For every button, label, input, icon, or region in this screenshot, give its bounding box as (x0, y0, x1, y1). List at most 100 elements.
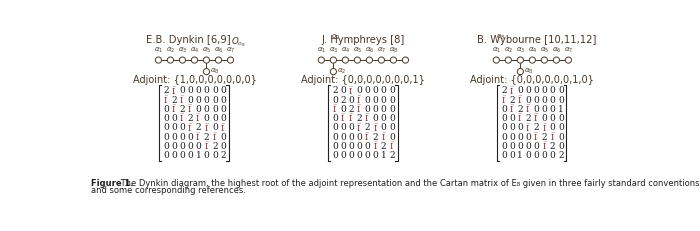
Text: 0: 0 (389, 96, 395, 105)
Text: 0: 0 (163, 114, 169, 123)
Text: J. Hymphreys [8]: J. Hymphreys [8] (322, 35, 405, 45)
Text: $\bar{\rm I}$: $\bar{\rm I}$ (500, 94, 507, 106)
Text: 0: 0 (533, 151, 539, 160)
Text: 2: 2 (340, 96, 346, 105)
Text: 0: 0 (542, 105, 547, 114)
Text: 1: 1 (517, 151, 523, 160)
Text: 2: 2 (220, 151, 225, 160)
Text: 0: 0 (220, 142, 226, 151)
Text: 0: 0 (501, 142, 507, 151)
Text: $o_8$: $o_8$ (496, 33, 505, 42)
Text: 0: 0 (526, 151, 531, 160)
Text: $\alpha_4$: $\alpha_4$ (528, 46, 537, 55)
Text: 0: 0 (501, 133, 507, 142)
Circle shape (318, 57, 325, 63)
Text: 2: 2 (381, 142, 386, 151)
Text: 0: 0 (340, 123, 346, 132)
Text: 0: 0 (212, 96, 218, 105)
Text: 1: 1 (381, 151, 386, 160)
Text: 0: 0 (163, 123, 169, 132)
Text: 1: 1 (195, 151, 202, 160)
Text: 0: 0 (381, 96, 386, 105)
Text: 2: 2 (179, 105, 185, 114)
Text: 2: 2 (558, 151, 564, 160)
Text: $\bar{\rm I}$: $\bar{\rm I}$ (204, 141, 210, 152)
Text: 0: 0 (517, 133, 523, 142)
Text: B. Wybourne [10,11,12]: B. Wybourne [10,11,12] (477, 35, 596, 45)
Circle shape (505, 57, 512, 63)
Circle shape (378, 57, 384, 63)
Text: 2: 2 (204, 133, 209, 142)
Text: 0: 0 (542, 151, 547, 160)
Circle shape (529, 57, 536, 63)
Text: 0: 0 (533, 105, 539, 114)
Text: 0: 0 (220, 96, 226, 105)
Text: 0: 0 (163, 133, 169, 142)
Text: $\bar{\rm I}$: $\bar{\rm I}$ (542, 141, 547, 152)
Text: $\bar{\rm I}$: $\bar{\rm I}$ (171, 85, 177, 97)
Text: 0: 0 (558, 86, 564, 95)
Text: $\bar{\rm I}$: $\bar{\rm I}$ (389, 141, 395, 152)
Text: 0: 0 (558, 142, 564, 151)
Text: $\alpha_6$: $\alpha_6$ (365, 46, 374, 55)
Text: 0: 0 (389, 114, 395, 123)
Text: 0: 0 (349, 133, 354, 142)
Text: 0: 0 (517, 123, 523, 132)
Text: $\bar{\rm I}$: $\bar{\rm I}$ (509, 104, 515, 115)
Text: 0: 0 (509, 142, 515, 151)
Text: $\alpha_2$: $\alpha_2$ (166, 46, 175, 55)
Text: 0: 0 (356, 133, 362, 142)
Text: 2: 2 (212, 142, 218, 151)
Text: $O_{o_8}$: $O_{o_8}$ (231, 35, 246, 49)
Text: 0: 0 (509, 133, 515, 142)
Text: 2: 2 (389, 151, 395, 160)
Text: $\bar{\rm I}$: $\bar{\rm I}$ (533, 113, 540, 124)
Text: 0: 0 (188, 151, 193, 160)
Text: $\alpha_8$: $\alpha_8$ (210, 67, 220, 76)
Text: 0: 0 (365, 96, 370, 105)
Circle shape (517, 69, 524, 75)
Text: 0: 0 (188, 86, 193, 95)
Text: 0: 0 (365, 86, 370, 95)
Text: 2: 2 (163, 86, 169, 95)
Text: 0: 0 (372, 105, 379, 114)
Text: Figure 1.: Figure 1. (90, 179, 133, 188)
Circle shape (517, 57, 524, 63)
Text: 0: 0 (332, 151, 338, 160)
Text: 0: 0 (389, 133, 395, 142)
Text: 0: 0 (212, 123, 218, 132)
Circle shape (204, 57, 209, 63)
Text: 0: 0 (365, 105, 370, 114)
Text: 0: 0 (179, 86, 185, 95)
Text: $\bar{\rm I}$: $\bar{\rm I}$ (509, 85, 515, 97)
Text: 0: 0 (212, 105, 218, 114)
Circle shape (167, 57, 174, 63)
Text: 2: 2 (196, 123, 202, 132)
Text: $\bar{\rm I}$: $\bar{\rm I}$ (550, 131, 556, 143)
Text: 0: 0 (550, 96, 556, 105)
Text: $\bar{\rm I}$: $\bar{\rm I}$ (542, 122, 547, 134)
Text: $\bar{\rm I}$: $\bar{\rm I}$ (381, 131, 387, 143)
Text: 0: 0 (172, 133, 177, 142)
Text: 2: 2 (188, 114, 193, 123)
Text: 2: 2 (356, 114, 362, 123)
Text: 0: 0 (163, 151, 169, 160)
Text: 0: 0 (220, 133, 226, 142)
Text: $\alpha_1$: $\alpha_1$ (316, 46, 326, 55)
Text: $\bar{\rm I}$: $\bar{\rm I}$ (525, 122, 531, 134)
Text: 2: 2 (349, 105, 354, 114)
Text: $\bar{\rm I}$: $\bar{\rm I}$ (195, 131, 202, 143)
Text: 0: 0 (179, 142, 185, 151)
Text: 0: 0 (542, 96, 547, 105)
Text: $\bar{\rm I}$: $\bar{\rm I}$ (340, 113, 346, 124)
Text: $\alpha_2$: $\alpha_2$ (504, 46, 513, 55)
Text: $\bar{\rm I}$: $\bar{\rm I}$ (365, 113, 370, 124)
Text: 2: 2 (501, 86, 507, 95)
Text: $\bar{\rm I}$: $\bar{\rm I}$ (533, 131, 540, 143)
Text: 0: 0 (526, 142, 531, 151)
Text: 0: 0 (389, 123, 395, 132)
Circle shape (228, 57, 234, 63)
Text: 0: 0 (349, 142, 354, 151)
Text: 0: 0 (533, 96, 539, 105)
Text: 0: 0 (550, 86, 556, 95)
